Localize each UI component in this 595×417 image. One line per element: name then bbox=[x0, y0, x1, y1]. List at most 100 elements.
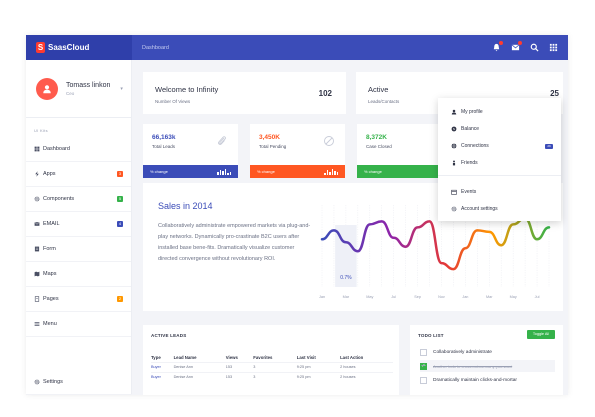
column-header[interactable]: Favorites bbox=[253, 354, 273, 360]
sidebar-item-form[interactable]: Form bbox=[26, 237, 131, 262]
app-window: S SaasCloud Dashboard bbox=[26, 35, 568, 395]
mail-icon[interactable] bbox=[511, 41, 522, 52]
menu-item-label: Events bbox=[461, 189, 477, 195]
active-value: 25 bbox=[550, 89, 559, 98]
sales-line-chart[interactable]: Jan Mar May Jul Sep Nov Jan Mar May Jul 0.7% bbox=[318, 201, 553, 301]
user-icon bbox=[451, 109, 457, 115]
header-actions bbox=[492, 41, 558, 52]
x-tick-label: Nov bbox=[438, 295, 445, 299]
brand-logo-icon: S bbox=[36, 42, 45, 53]
todo-text: Collaboratively administrate bbox=[433, 349, 492, 355]
todo-checkbox[interactable] bbox=[420, 348, 427, 356]
count-badge: 29 bbox=[545, 143, 553, 149]
sidebar-item-label: Settings bbox=[43, 379, 63, 385]
count-badge: 5 bbox=[117, 196, 123, 202]
bar-chart-icon bbox=[324, 168, 338, 175]
svg-text:$: $ bbox=[453, 127, 455, 131]
notification-dot bbox=[499, 41, 503, 45]
breadcrumb[interactable]: Dashboard bbox=[142, 44, 169, 51]
menu-item-balance[interactable]: $ Balance bbox=[451, 126, 553, 132]
todo-item[interactable]: Collaboratively administrate bbox=[420, 346, 555, 358]
x-tick-label: Jan bbox=[462, 295, 468, 299]
stat-change: % change bbox=[150, 169, 168, 174]
sales-title: Sales in 2014 bbox=[158, 201, 213, 211]
sidebar-bottom-nav: SettingsDocument2 bbox=[26, 370, 132, 395]
table-cell: Denise Ann bbox=[173, 371, 226, 382]
bell-icon[interactable] bbox=[492, 41, 503, 52]
table-row[interactable]: Buyer Denise Ann 153 3 9:25 pm 2 houses bbox=[151, 371, 393, 382]
profile[interactable]: Tomass linkon Ceo ▾ bbox=[26, 60, 131, 118]
sidebar-item-label: Menu bbox=[43, 321, 57, 327]
x-tick-label: Mar bbox=[486, 295, 493, 299]
highlight-band bbox=[335, 225, 357, 287]
stat-card-closed: 8,372K Case Closed % change bbox=[357, 124, 452, 178]
stat-change: % change bbox=[364, 169, 382, 174]
table-row[interactable]: Buyer Denise Ann 153 3 9:25 pm 2 houses bbox=[151, 361, 393, 372]
menu-item-account-settings[interactable]: Account settings bbox=[451, 206, 553, 212]
pages-icon bbox=[34, 296, 40, 302]
user-icon bbox=[43, 84, 51, 93]
toggle-all-button[interactable]: Toggle All bbox=[527, 330, 555, 339]
x-tick-label: May bbox=[366, 295, 373, 299]
count-badge: 3 bbox=[117, 171, 123, 177]
sidebar-nav: Dashboard Apps 3 Components 5 EMAIL 4 Form Maps P… bbox=[26, 137, 131, 337]
block-icon bbox=[323, 134, 335, 146]
chevron-down-icon[interactable]: ▾ bbox=[120, 85, 123, 92]
menu-item-events[interactable]: Events bbox=[451, 189, 553, 195]
menu-divider bbox=[438, 175, 561, 176]
menu-item-friends[interactable]: Friends bbox=[451, 160, 553, 166]
todo-item[interactable]: Dramatically maintain clicks-and-mortar bbox=[420, 374, 555, 386]
todo-text: Dramatically maintain clicks-and-mortar bbox=[433, 377, 517, 383]
table-cell: 153 bbox=[225, 361, 254, 372]
sidebar-item-pages[interactable]: Pages 2 bbox=[26, 287, 131, 312]
sidebar-item-label: Pages bbox=[43, 296, 59, 302]
gear-icon bbox=[451, 206, 457, 212]
globe-icon bbox=[451, 143, 457, 149]
menu-item-my-profile[interactable]: My profile bbox=[451, 109, 553, 115]
column-header[interactable]: Type bbox=[151, 354, 161, 360]
sidebar-item-email[interactable]: EMAIL 4 bbox=[26, 212, 131, 237]
search-icon[interactable] bbox=[530, 43, 539, 52]
menu-item-label: Friends bbox=[461, 160, 478, 166]
welcome-subtitle: Number Of Views bbox=[155, 99, 191, 104]
table-cell[interactable]: Buyer bbox=[151, 371, 174, 382]
table-cell[interactable]: Buyer bbox=[151, 361, 174, 372]
sidebar-item-label: Form bbox=[43, 246, 56, 252]
sidebar-item-label: Components bbox=[43, 196, 75, 202]
form-icon bbox=[34, 246, 40, 252]
stat-value: 66,163k bbox=[152, 134, 176, 141]
column-header[interactable]: Last Visit bbox=[296, 354, 316, 360]
sidebar: Tomass linkon Ceo ▾ UI Kits Dashboard App… bbox=[26, 60, 132, 395]
stat-label: Total Leads bbox=[152, 144, 176, 149]
brand[interactable]: S SaasCloud bbox=[26, 35, 132, 60]
gear-icon bbox=[34, 196, 40, 202]
sidebar-item-maps[interactable]: Maps bbox=[26, 262, 131, 287]
sidebar-item-components[interactable]: Components 5 bbox=[26, 187, 131, 212]
column-header[interactable]: Views bbox=[225, 354, 238, 360]
menu-item-label: Balance bbox=[461, 126, 480, 132]
menu-item-connections[interactable]: Connections 29 bbox=[451, 143, 553, 149]
table-cell: 9:25 pm bbox=[296, 361, 341, 372]
apps-grid-icon[interactable] bbox=[549, 43, 558, 52]
paperclip-icon bbox=[216, 134, 228, 146]
sidebar-item-settings[interactable]: Settings bbox=[26, 370, 132, 395]
user-menu-dropdown: My profile $ Balance Connections 29 Friends E… bbox=[438, 98, 561, 221]
todo-item[interactable]: ✓ Another todo to cross-out-as-many-you-w… bbox=[420, 360, 555, 372]
todo-text: Another todo to cross-out-as-many-you-wa… bbox=[433, 363, 513, 369]
active-leads-title: ACTIVE LEADS bbox=[151, 333, 187, 338]
stat-footer: % change bbox=[357, 165, 452, 178]
table-cell: 153 bbox=[225, 371, 254, 382]
highlight-label: 0.7% bbox=[340, 275, 352, 281]
sidebar-item-dashboard[interactable]: Dashboard bbox=[26, 137, 131, 162]
table-cell: 3 bbox=[253, 371, 297, 382]
column-header[interactable]: Last Action bbox=[340, 354, 364, 360]
sidebar-item-menu[interactable]: Menu bbox=[26, 312, 131, 337]
column-header[interactable]: Lead Name bbox=[173, 354, 197, 360]
todo-title: TODO LIST bbox=[418, 333, 444, 338]
envelope-icon bbox=[34, 221, 40, 227]
active-leads-panel: ACTIVE LEADS Type Lead Name Views Favorites… bbox=[143, 325, 399, 395]
stat-value: 8,372K bbox=[366, 134, 387, 141]
todo-checkbox[interactable] bbox=[420, 376, 427, 384]
todo-checkbox[interactable]: ✓ bbox=[420, 362, 427, 370]
sidebar-item-apps[interactable]: Apps 3 bbox=[26, 162, 131, 187]
